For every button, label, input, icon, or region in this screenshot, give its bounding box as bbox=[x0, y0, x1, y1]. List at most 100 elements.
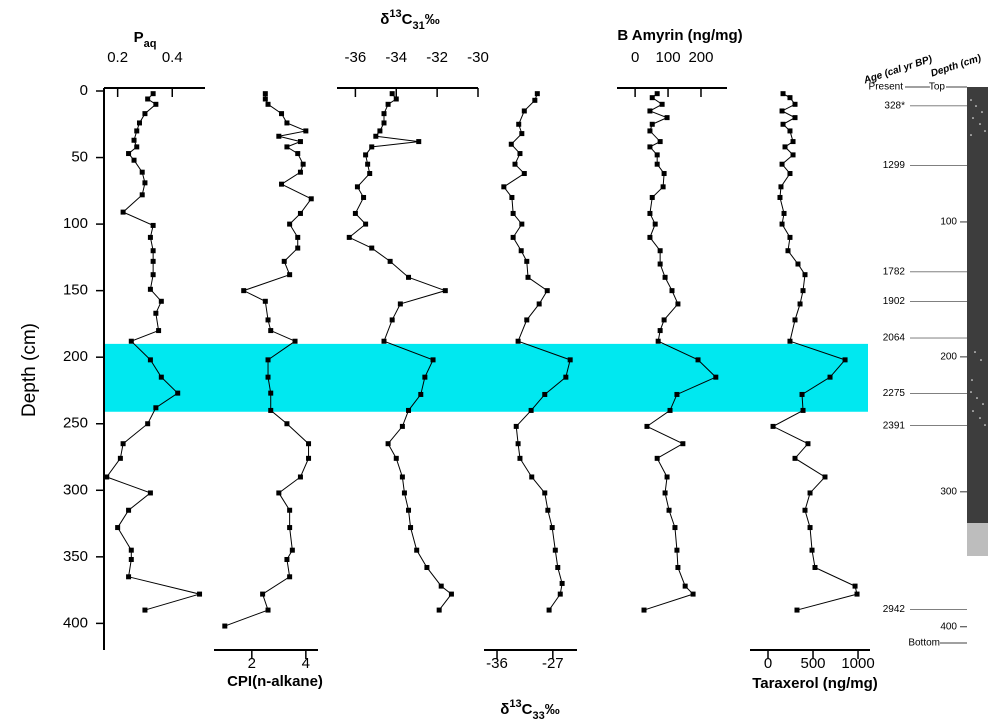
age-label: 2275 bbox=[883, 388, 906, 399]
data-point bbox=[511, 211, 516, 216]
data-point bbox=[661, 184, 666, 189]
data-point bbox=[400, 424, 405, 429]
data-point bbox=[795, 262, 800, 267]
x-tick-label: 1000 bbox=[841, 655, 874, 672]
data-point bbox=[537, 301, 542, 306]
data-point bbox=[794, 608, 799, 613]
data-point bbox=[153, 311, 158, 316]
data-point bbox=[260, 592, 265, 597]
data-point bbox=[791, 152, 796, 157]
data-point bbox=[408, 525, 413, 530]
data-point bbox=[674, 392, 679, 397]
data-point bbox=[347, 235, 352, 240]
data-point bbox=[266, 357, 271, 362]
x-tick-label: 0.4 bbox=[162, 49, 183, 66]
data-point bbox=[386, 441, 391, 446]
data-point bbox=[295, 246, 300, 251]
y-tick-label: 200 bbox=[63, 348, 88, 365]
data-point bbox=[647, 211, 652, 216]
data-point bbox=[121, 441, 126, 446]
data-point bbox=[382, 339, 387, 344]
x-axis-title: δ13C31‰ bbox=[380, 8, 439, 32]
data-point bbox=[390, 91, 395, 96]
data-point bbox=[644, 424, 649, 429]
data-point bbox=[287, 272, 292, 277]
data-point bbox=[801, 288, 806, 293]
data-point bbox=[662, 171, 667, 176]
data-point bbox=[522, 108, 527, 113]
data-point bbox=[266, 102, 271, 107]
x-axis-title: B Amyrin (ng/mg) bbox=[617, 27, 742, 44]
data-point bbox=[777, 195, 782, 200]
data-point bbox=[287, 574, 292, 579]
data-point bbox=[298, 139, 303, 144]
data-point bbox=[287, 508, 292, 513]
data-point bbox=[655, 162, 660, 167]
data-point bbox=[545, 508, 550, 513]
data-point bbox=[137, 120, 142, 125]
data-point bbox=[197, 592, 202, 597]
data-point bbox=[148, 235, 153, 240]
data-point bbox=[353, 211, 358, 216]
data-point bbox=[519, 248, 524, 253]
data-point bbox=[650, 95, 655, 100]
data-point bbox=[663, 275, 668, 280]
x-tick-label: 2 bbox=[248, 655, 256, 672]
data-point bbox=[129, 548, 134, 553]
age-label: 2064 bbox=[883, 333, 906, 344]
data-point bbox=[222, 624, 227, 629]
data-point bbox=[365, 162, 370, 167]
data-point bbox=[367, 171, 372, 176]
data-point bbox=[241, 288, 246, 293]
data-point bbox=[151, 223, 156, 228]
data-point bbox=[785, 248, 790, 253]
data-point bbox=[153, 102, 158, 107]
data-point bbox=[361, 195, 366, 200]
data-point bbox=[803, 272, 808, 277]
data-point bbox=[140, 170, 145, 175]
page: Depth (cm) 0501001502002503003504000.20.… bbox=[0, 0, 988, 722]
data-point bbox=[787, 95, 792, 100]
data-point bbox=[658, 262, 663, 267]
data-point bbox=[647, 235, 652, 240]
depth-tick-label: 200 bbox=[940, 352, 957, 363]
data-point bbox=[501, 184, 506, 189]
data-point bbox=[369, 246, 374, 251]
x-tick-label: -36 bbox=[486, 655, 508, 672]
data-point bbox=[547, 608, 552, 613]
data-point bbox=[787, 128, 792, 133]
data-point bbox=[276, 134, 281, 139]
data-point bbox=[129, 557, 134, 562]
data-point bbox=[672, 525, 677, 530]
y-tick-label: 100 bbox=[63, 215, 88, 232]
data-point bbox=[713, 375, 718, 380]
data-point bbox=[394, 456, 399, 461]
data-point bbox=[156, 328, 161, 333]
data-point bbox=[783, 144, 788, 149]
data-point bbox=[524, 317, 529, 322]
data-point bbox=[309, 196, 314, 201]
data-point bbox=[653, 222, 658, 227]
data-point bbox=[284, 120, 289, 125]
x-tick-label: -32 bbox=[426, 49, 448, 66]
data-point bbox=[145, 421, 150, 426]
x-tick-label: 100 bbox=[656, 49, 681, 66]
data-point bbox=[545, 288, 550, 293]
data-point bbox=[513, 162, 518, 167]
age-label: 1299 bbox=[883, 160, 906, 171]
chart: Depth (cm) 0501001502002503003504000.20.… bbox=[0, 0, 988, 722]
data-point bbox=[437, 608, 442, 613]
x-tick-label: 4 bbox=[302, 655, 310, 672]
data-point bbox=[132, 158, 137, 163]
x-axis-title-part: ‰ bbox=[425, 11, 440, 28]
data-point bbox=[563, 375, 568, 380]
data-point bbox=[568, 357, 573, 362]
x-axis-title-part: 13 bbox=[389, 8, 401, 20]
data-point bbox=[400, 474, 405, 479]
data-point bbox=[810, 548, 815, 553]
data-point bbox=[516, 339, 521, 344]
data-point bbox=[667, 508, 672, 513]
data-point bbox=[355, 184, 360, 189]
data-point bbox=[553, 548, 558, 553]
lithology-light bbox=[967, 523, 988, 556]
